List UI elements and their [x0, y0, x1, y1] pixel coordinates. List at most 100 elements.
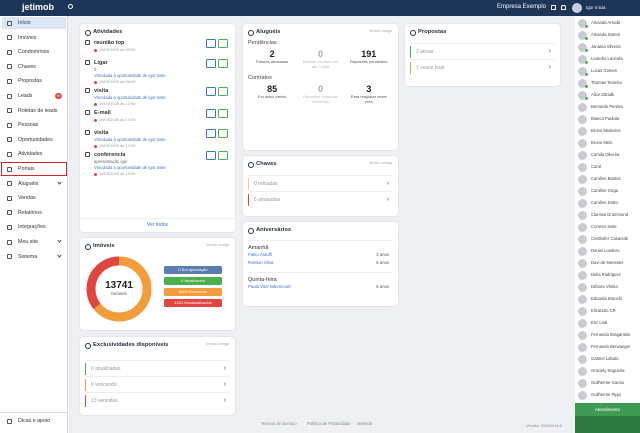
done-button[interactable] [218, 87, 228, 96]
version-link[interactable]: Versão antiga [205, 243, 229, 247]
user-row[interactable]: Caroline Dotto [578, 197, 618, 209]
nav-item[interactable]: Chaves [2, 61, 66, 73]
edit-button[interactable] [206, 109, 216, 118]
user-row[interactable]: Caroline Bastos [578, 173, 621, 185]
user-row[interactable]: Thomas Teixeira [578, 77, 622, 89]
user-row[interactable]: Gabriel Lobato [578, 353, 618, 365]
nav-item[interactable]: Vendas [2, 192, 66, 204]
nav-item[interactable]: Atividades [2, 148, 66, 160]
activity-link[interactable]: Vinculada à oportunidade de igor teste [94, 165, 166, 170]
user-row[interactable]: Carol [578, 161, 601, 173]
user-row[interactable]: Amanda Sartori [578, 29, 620, 41]
nav-item[interactable]: Roletas de leads [2, 105, 66, 117]
nav-item[interactable]: Imóveis [2, 32, 66, 44]
status-row[interactable]: 0 atualizadas › [85, 360, 230, 376]
user-row[interactable]: Fernanda Bragantolo [578, 329, 630, 341]
nav-item[interactable]: Pessoas [2, 119, 66, 131]
legend-badge[interactable]: 8820 Expirando [164, 288, 222, 296]
user-row[interactable]: Cristhofer Casanotti [578, 233, 628, 245]
logo[interactable]: jetimob [22, 2, 55, 12]
done-button[interactable] [218, 39, 228, 48]
user-row[interactable]: Bernardo Pereira [578, 101, 623, 113]
user-row[interactable]: Débora Vitória [578, 281, 618, 293]
person-name[interactable]: Paula Vitor Bittencourt [248, 284, 291, 289]
nav-item[interactable]: Meu site [2, 236, 66, 248]
nav-item[interactable]: Sistema [2, 251, 66, 263]
support-bar[interactable]: Atendimento [575, 403, 640, 416]
user-row[interactable]: Alice Zdradk [578, 89, 614, 101]
help-link[interactable]: Dicas e apoio [2, 415, 66, 427]
avatar[interactable] [572, 3, 582, 13]
user-row[interactable]: Amanda Arruda [578, 17, 620, 29]
search-icon[interactable] [68, 4, 73, 9]
activity-link[interactable]: Vinculada à oportunidade de igor teste [94, 73, 166, 78]
user-row[interactable]: Eduarda Branchi [578, 293, 622, 305]
version-link[interactable]: Versão antiga [368, 29, 392, 33]
see-all[interactable]: Ver todos [80, 218, 235, 228]
nav-item[interactable]: Início [2, 17, 66, 29]
footer-link[interactable]: Política de Privacidade [307, 421, 351, 426]
legend-badge[interactable]: 0 Em aprovação [164, 266, 222, 274]
user-row[interactable]: Daniel Londero [578, 245, 619, 257]
user-row[interactable]: Camila Oliveira [578, 149, 619, 161]
user-row[interactable]: Caroline Goga [578, 185, 618, 197]
footer-link[interactable]: Jetimob [357, 421, 373, 426]
stat[interactable]: 2 Faturas atrasadas [248, 49, 296, 69]
done-button[interactable] [218, 129, 228, 138]
nav-item[interactable]: Integrações [2, 221, 66, 233]
nav-item[interactable]: Propostas [2, 75, 66, 87]
nav-item[interactable]: Leads 99 [2, 90, 66, 102]
edit-button[interactable] [206, 129, 216, 138]
status-row[interactable]: 13 vencidas › [85, 392, 230, 408]
user-row[interactable]: Eric Leal [578, 317, 607, 329]
stat[interactable]: 0 Garantias locatícias vencendo [296, 84, 344, 104]
status-row[interactable]: 5 atrasadas › [248, 191, 393, 207]
stat[interactable]: 85 Em aviso prévio [248, 84, 296, 104]
edit-button[interactable] [206, 39, 216, 48]
person-name[interactable]: Robson Silva [248, 260, 274, 265]
user-row[interactable]: Davi de Meneses [578, 257, 623, 269]
activity-link[interactable]: Vinculada à oportunidade de igor teste [94, 137, 166, 142]
user-row[interactable]: Guilherme Pippi [578, 389, 621, 401]
done-button[interactable] [218, 151, 228, 160]
done-button[interactable] [218, 109, 228, 118]
done-button[interactable] [218, 59, 228, 68]
bell-icon[interactable] [561, 5, 566, 10]
version-link[interactable]: Versão antiga [368, 161, 392, 165]
user-name[interactable]: Igor Inicia [586, 5, 606, 10]
user-row[interactable]: Guilherme Garcia [578, 377, 624, 389]
user-row[interactable]: Clarissa Drummond [578, 209, 628, 221]
user-row[interactable]: Bianca Paulata [578, 113, 619, 125]
user-row[interactable]: Corretor teste [578, 221, 617, 233]
user-row[interactable]: Fernando Berwanger [578, 341, 630, 353]
status-row[interactable]: 0 vencendo › [85, 376, 230, 392]
status-row[interactable]: 0 retiradas › [248, 175, 393, 191]
person-name[interactable]: Fabio Arduffi [248, 252, 273, 257]
company[interactable]: Empresa Exemplo [497, 4, 547, 10]
user-row[interactable]: Elizandro CR [578, 305, 616, 317]
status-row[interactable]: 1 vence hoje › [410, 59, 555, 75]
status-row[interactable]: 2 ativas › [410, 43, 555, 59]
activity-link[interactable]: Vinculada à oportunidade de igor teste [94, 95, 166, 100]
edit-button[interactable] [206, 59, 216, 68]
nav-item[interactable]: Oportunidades [2, 134, 66, 146]
edit-button[interactable] [206, 87, 216, 96]
nav-item[interactable]: Aluguéis [2, 178, 66, 190]
nav-item[interactable]: Portais [1, 162, 67, 176]
user-row[interactable]: Graciely Nogueira [578, 365, 625, 377]
stat[interactable]: 0 Boletos expiram em até 3 dias [296, 49, 344, 69]
user-row[interactable]: Delia Rodriguez [578, 269, 621, 281]
edit-button[interactable] [206, 151, 216, 160]
user-row[interactable]: Bruno Medeiros [578, 125, 621, 137]
nav-item[interactable]: Condomínios [2, 46, 66, 58]
menu-icon[interactable] [551, 5, 556, 10]
legend-badge[interactable]: 0 Atualizados [164, 277, 222, 285]
user-row[interactable]: Leandro Lacerda [578, 53, 623, 65]
legend-badge[interactable]: 4921 Desatualizados [164, 299, 222, 307]
stat[interactable]: 3 Para reajustar neste mês [345, 84, 393, 104]
user-row[interactable]: Janaina Silveira [578, 41, 621, 53]
stat[interactable]: 191 Repasses pendentes [345, 49, 393, 69]
footer-link[interactable]: Termos de Serviço [261, 421, 297, 426]
user-row[interactable]: Lucas Gomes [578, 65, 617, 77]
user-row[interactable]: Bruno Melo [578, 137, 612, 149]
